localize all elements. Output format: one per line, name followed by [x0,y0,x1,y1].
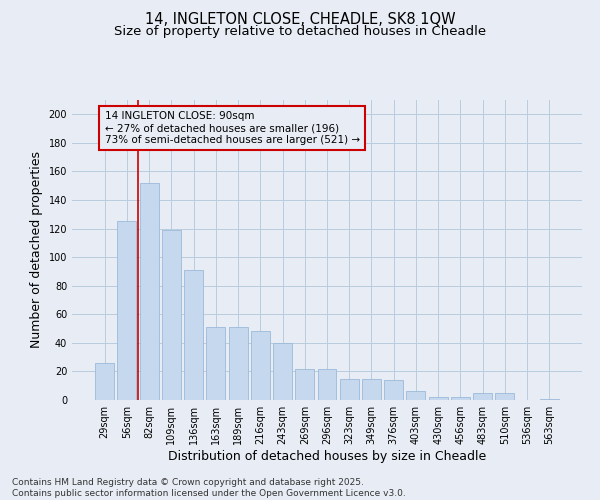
Bar [451,397,470,400]
Bar [118,222,136,400]
Bar [251,332,270,400]
Bar [184,270,203,400]
Y-axis label: Number of detached properties: Number of detached properties [30,152,43,348]
Bar [496,393,514,400]
Bar [206,327,225,400]
Bar [273,343,292,400]
Bar [473,393,492,400]
Bar [162,230,181,400]
Text: 14, INGLETON CLOSE, CHEADLE, SK8 1QW: 14, INGLETON CLOSE, CHEADLE, SK8 1QW [145,12,455,28]
Bar [362,378,381,400]
Bar [429,397,448,400]
Bar [384,380,403,400]
Text: Contains HM Land Registry data © Crown copyright and database right 2025.
Contai: Contains HM Land Registry data © Crown c… [12,478,406,498]
Bar [229,327,248,400]
Text: 14 INGLETON CLOSE: 90sqm
← 27% of detached houses are smaller (196)
73% of semi-: 14 INGLETON CLOSE: 90sqm ← 27% of detach… [104,112,360,144]
Bar [317,368,337,400]
Bar [540,398,559,400]
Bar [406,392,425,400]
X-axis label: Distribution of detached houses by size in Cheadle: Distribution of detached houses by size … [168,450,486,462]
Bar [340,378,359,400]
Bar [95,363,114,400]
Text: Size of property relative to detached houses in Cheadle: Size of property relative to detached ho… [114,25,486,38]
Bar [295,368,314,400]
Bar [140,183,158,400]
